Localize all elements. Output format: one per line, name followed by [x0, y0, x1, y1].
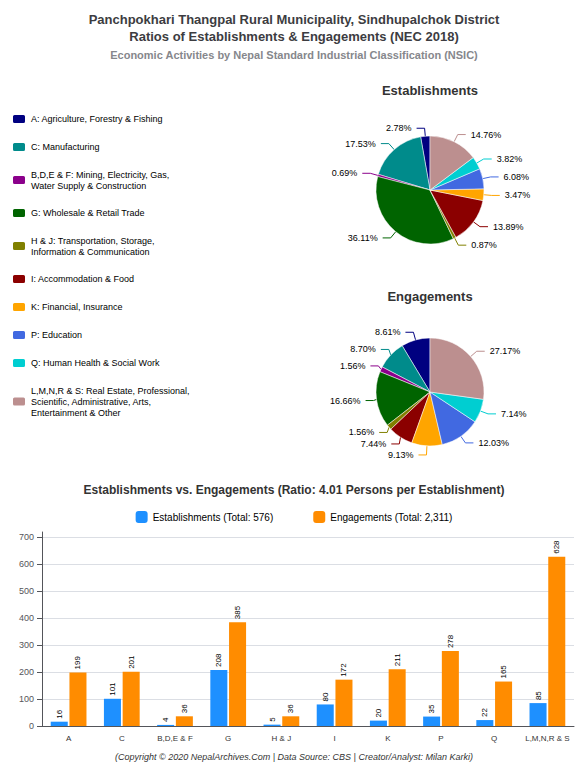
- svg-text:Establishments: Establishments: [382, 83, 478, 98]
- svg-text:A: Agriculture, Forestry & Fis: A: Agriculture, Forestry & Fishing: [31, 114, 163, 124]
- svg-text:Ratios of Establishments & Eng: Ratios of Establishments & Engagements (…: [129, 29, 458, 44]
- svg-text:199: 199: [73, 655, 82, 669]
- svg-text:L,M,N,R & S: L,M,N,R & S: [525, 734, 569, 743]
- svg-text:3.47%: 3.47%: [505, 190, 531, 200]
- svg-text:8.70%: 8.70%: [350, 344, 376, 354]
- svg-text:20: 20: [374, 708, 383, 717]
- svg-text:Q: Human Health & Social Work: Q: Human Health & Social Work: [31, 358, 160, 368]
- svg-text:Engagements: Engagements: [387, 289, 472, 304]
- svg-text:B,D,E & F: Mining, Electricity: B,D,E & F: Mining, Electricity, Gas,: [31, 170, 169, 180]
- svg-text:Establishments (Total: 576): Establishments (Total: 576): [153, 512, 274, 523]
- svg-text:6.08%: 6.08%: [504, 172, 530, 182]
- svg-text:H & J: H & J: [272, 734, 292, 743]
- svg-text:G: Wholesale & Retail Trade: G: Wholesale & Retail Trade: [31, 208, 145, 218]
- svg-text:14.76%: 14.76%: [471, 130, 502, 140]
- svg-text:208: 208: [214, 653, 223, 667]
- svg-text:Scientific, Administrative, Ar: Scientific, Administrative, Arts,: [31, 397, 151, 407]
- svg-text:P: P: [438, 734, 443, 743]
- svg-text:628: 628: [552, 540, 561, 554]
- svg-text:Q: Q: [491, 734, 497, 743]
- svg-text:12.03%: 12.03%: [478, 438, 509, 448]
- svg-text:5: 5: [268, 717, 277, 722]
- svg-text:C: Manufacturing: C: Manufacturing: [31, 142, 100, 152]
- svg-text:A: A: [66, 734, 72, 743]
- svg-text:80: 80: [321, 692, 330, 701]
- svg-text:4: 4: [161, 717, 170, 722]
- svg-text:(Copyright © 2020 NepalArchive: (Copyright © 2020 NepalArchives.Com | Da…: [115, 752, 473, 762]
- svg-text:85: 85: [534, 691, 543, 700]
- svg-text:I: Accommodation & Food: I: Accommodation & Food: [31, 274, 134, 284]
- svg-text:0.87%: 0.87%: [471, 240, 497, 250]
- svg-text:36: 36: [180, 704, 189, 713]
- svg-text:600: 600: [19, 559, 34, 569]
- svg-text:36.11%: 36.11%: [348, 233, 378, 243]
- svg-text:13.89%: 13.89%: [493, 222, 524, 232]
- svg-text:172: 172: [339, 663, 348, 677]
- svg-text:7.14%: 7.14%: [501, 409, 527, 419]
- svg-text:385: 385: [233, 605, 242, 619]
- svg-text:0: 0: [29, 721, 34, 731]
- svg-text:I: I: [333, 734, 335, 743]
- svg-text:35: 35: [427, 704, 436, 713]
- svg-text:K: K: [385, 734, 391, 743]
- svg-text:17.53%: 17.53%: [345, 139, 376, 149]
- svg-text:Economic Activities by Nepal S: Economic Activities by Nepal Standard In…: [110, 49, 478, 61]
- svg-text:101: 101: [108, 682, 117, 696]
- svg-text:16.66%: 16.66%: [330, 396, 361, 406]
- svg-text:1.56%: 1.56%: [349, 427, 375, 437]
- svg-text:G: G: [225, 734, 231, 743]
- svg-text:500: 500: [19, 586, 34, 596]
- svg-text:C: C: [119, 734, 125, 743]
- svg-text:27.17%: 27.17%: [490, 346, 521, 356]
- svg-text:B,D,E & F: B,D,E & F: [157, 734, 193, 743]
- svg-text:Panchpokhari Thangpal Rural Mu: Panchpokhari Thangpal Rural Municipality…: [89, 12, 500, 27]
- svg-text:Entertainment & Other: Entertainment & Other: [31, 408, 121, 418]
- svg-text:1.56%: 1.56%: [340, 361, 366, 371]
- svg-text:36: 36: [286, 704, 295, 713]
- svg-text:2.78%: 2.78%: [386, 123, 412, 133]
- svg-text:3.82%: 3.82%: [497, 154, 523, 164]
- svg-text:K: Financial, Insurance: K: Financial, Insurance: [31, 302, 123, 312]
- svg-text:165: 165: [499, 665, 508, 679]
- svg-text:22: 22: [480, 708, 489, 717]
- svg-text:P: Education: P: Education: [31, 330, 82, 340]
- svg-text:400: 400: [19, 613, 34, 623]
- svg-text:7.44%: 7.44%: [361, 439, 387, 449]
- svg-text:278: 278: [446, 634, 455, 648]
- svg-text:0.69%: 0.69%: [332, 168, 358, 178]
- svg-text:L,M,N,R & S: Real Estate, Prof: L,M,N,R & S: Real Estate, Professional,: [31, 386, 190, 396]
- svg-text:8.61%: 8.61%: [375, 327, 401, 337]
- svg-text:Water Supply & Construction: Water Supply & Construction: [31, 181, 146, 191]
- svg-text:H & J: Transportation, Storage: H & J: Transportation, Storage,: [31, 236, 155, 246]
- svg-text:Information & Communication: Information & Communication: [31, 247, 150, 257]
- svg-text:211: 211: [393, 653, 402, 666]
- svg-text:Engagements (Total: 2,311): Engagements (Total: 2,311): [330, 512, 452, 523]
- svg-text:16: 16: [55, 709, 64, 718]
- svg-text:Establishments vs. Engagements: Establishments vs. Engagements (Ratio: 4…: [84, 483, 505, 497]
- svg-text:201: 201: [127, 655, 136, 669]
- svg-text:9.13%: 9.13%: [388, 450, 414, 460]
- svg-text:200: 200: [19, 667, 34, 677]
- svg-text:300: 300: [19, 640, 34, 650]
- svg-text:100: 100: [19, 694, 34, 704]
- svg-text:700: 700: [19, 532, 34, 542]
